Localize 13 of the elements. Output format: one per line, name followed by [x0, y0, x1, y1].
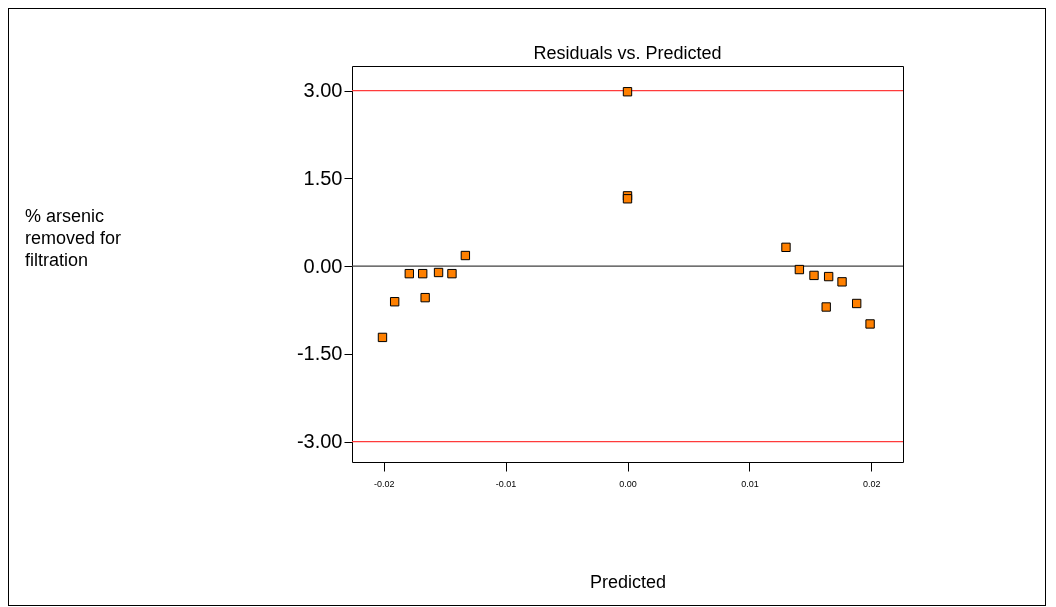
y-tick-label: 1.50	[303, 166, 343, 189]
text: % arsenic removed for filtration	[25, 205, 123, 271]
x-tick-label: 0.01	[741, 478, 759, 489]
x-tick-label: -0.02	[373, 478, 395, 489]
x-axis-title: Predicted	[589, 571, 667, 592]
chart-title: Residuals vs. Predicted	[533, 43, 722, 63]
x-tick-label: 0.02	[863, 478, 881, 489]
y-tick-label: -3.00	[296, 430, 343, 453]
y-tick-label: -1.50	[296, 342, 343, 365]
y-tick-label: 0.00	[303, 254, 343, 277]
x-tick-label: -0.01	[495, 478, 517, 489]
y-tick-label: 3.00	[303, 79, 343, 102]
x-tick-label: 0.00	[619, 478, 637, 489]
